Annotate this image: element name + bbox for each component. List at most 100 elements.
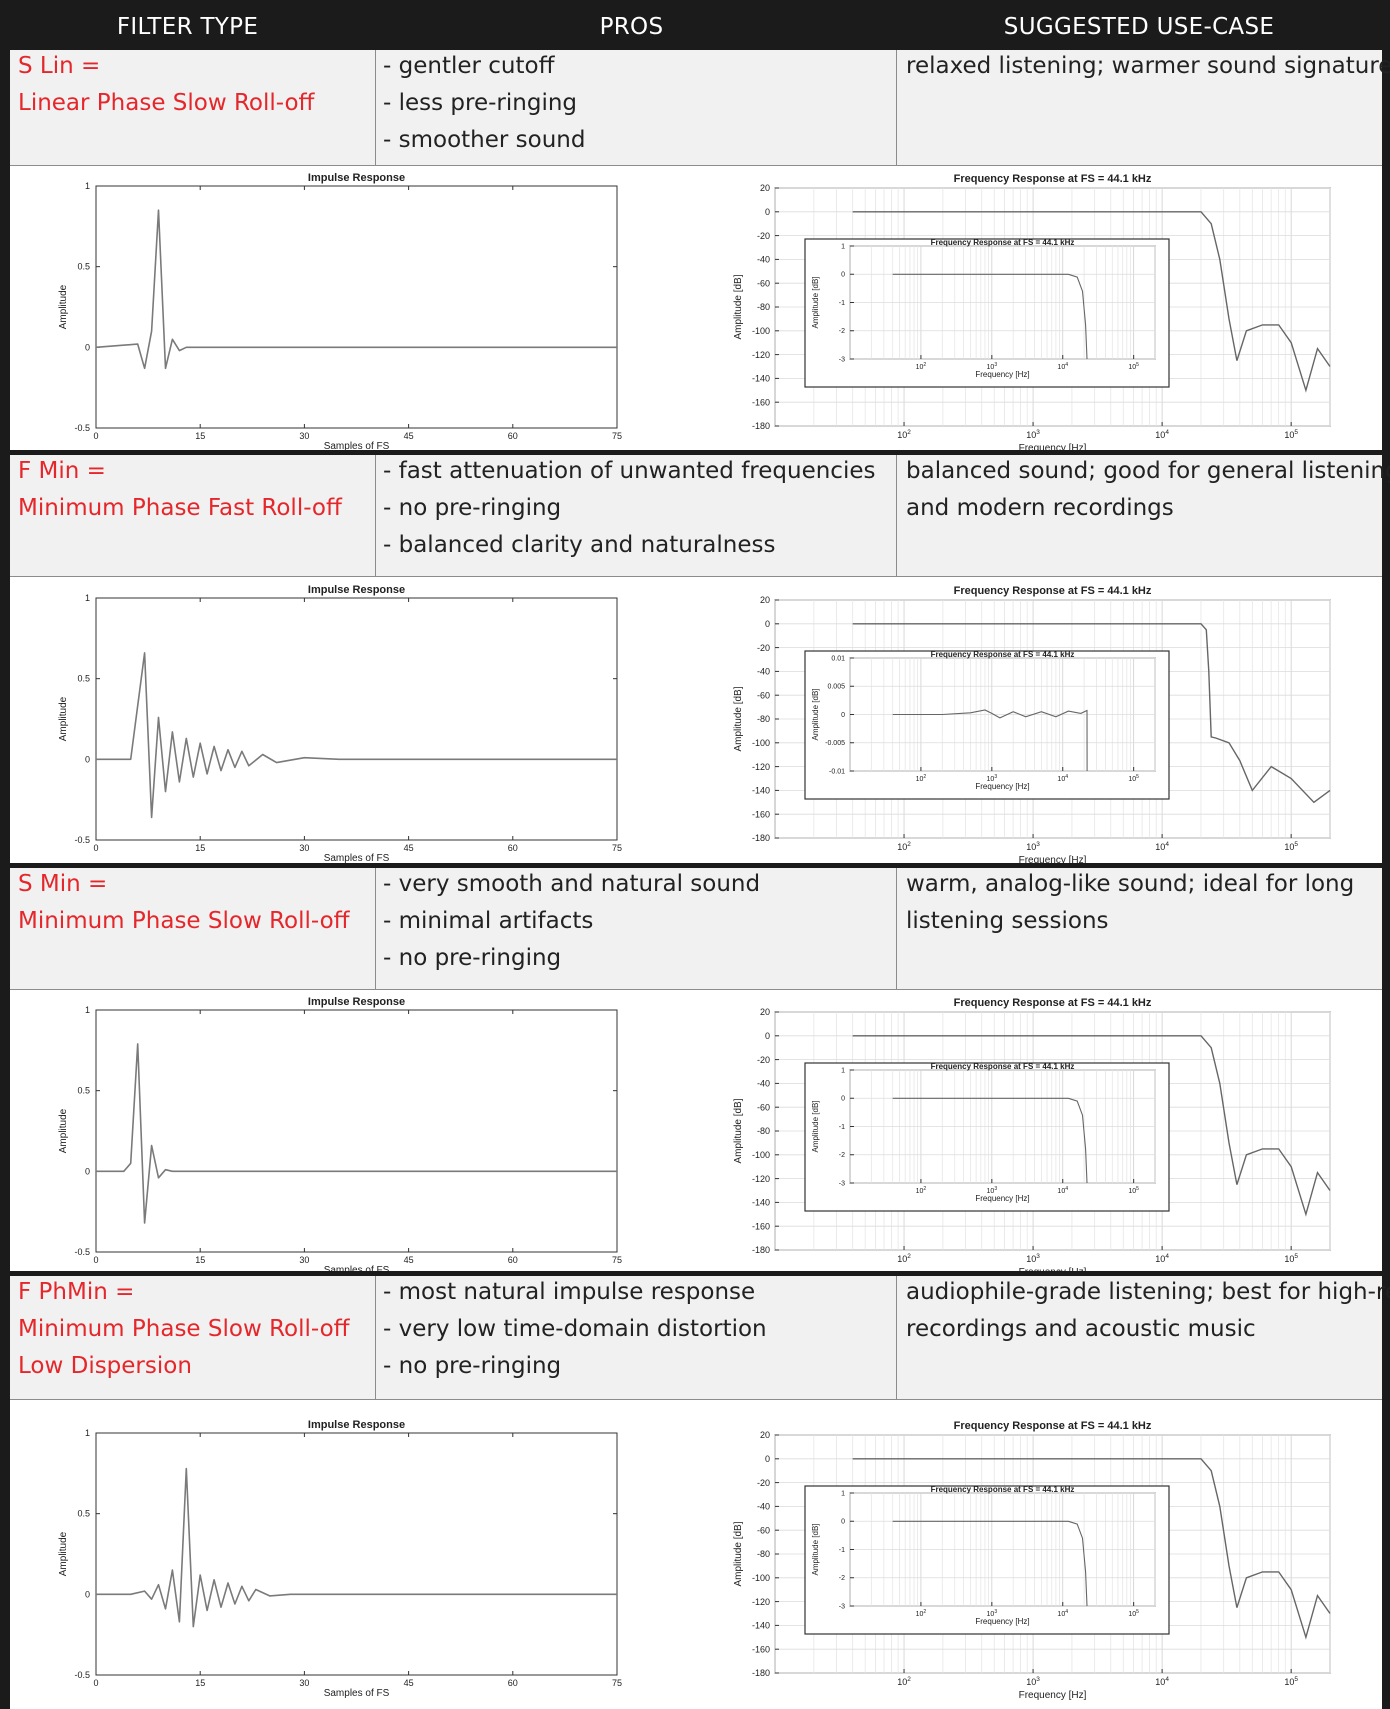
y-tick-label: 0.5 [77, 1509, 90, 1519]
filter-type-line: S Min = [18, 871, 108, 897]
chart-title: Impulse Response [308, 1419, 405, 1431]
pros-line: - smoother sound [383, 127, 586, 153]
x-tick-label: 103 [1026, 429, 1040, 440]
x-tick-label: 105 [1128, 774, 1139, 783]
y-tick-label: -160 [752, 397, 770, 407]
y-tick-label: -100 [752, 738, 770, 748]
frequency-series-line [852, 1035, 1331, 1217]
x-tick-label: 15 [195, 1255, 205, 1265]
column-divider [896, 868, 897, 990]
y-tick-label: -180 [752, 833, 770, 843]
y-tick-label: -2 [839, 1152, 845, 1159]
x-tick-label: 75 [612, 431, 622, 441]
inset-chart: 102 103 104 105 -3 -2 -1 0 1 Frequency Response a… [804, 238, 1170, 388]
use-case-line: listening sessions [906, 908, 1109, 934]
y-tick-label: -60 [757, 1525, 770, 1535]
y-tick-label: -0.5 [74, 1247, 90, 1257]
y-tick-label: -180 [752, 1245, 770, 1255]
x-tick-label: 104 [1057, 774, 1068, 783]
inset-title: Frequency Response at FS = 44.1 kHz [931, 650, 1075, 659]
chart-title: Impulse Response [308, 172, 405, 184]
x-tick-label: 102 [897, 429, 911, 440]
x-tick-label: 102 [916, 1186, 927, 1195]
x-tick-label: 104 [1155, 1253, 1169, 1264]
left-border [0, 50, 10, 1709]
y-tick-label: -100 [752, 1573, 770, 1583]
chart-title: Impulse Response [308, 584, 405, 596]
pros-line: - less pre-ringing [383, 90, 578, 116]
chart-row: Impulse Response 0 15 30 45 60 75 -0.5 0 0.5 1 Samp… [10, 577, 1382, 863]
x-tick-label: 0 [93, 843, 98, 853]
chart-title: Impulse Response [308, 996, 405, 1008]
impulse-series-line [95, 209, 617, 370]
y-tick-label: -40 [757, 667, 770, 677]
frequency-series-line [852, 623, 1331, 804]
inset-title: Frequency Response at FS = 44.1 kHz [931, 1062, 1075, 1071]
column-divider [375, 868, 376, 990]
x-tick-label: 103 [987, 362, 998, 371]
y-tick-label: 0 [85, 1589, 90, 1599]
y-tick-label: -40 [757, 1079, 770, 1089]
y-tick-label: -160 [752, 1221, 770, 1231]
x-tick-label: 105 [1284, 1676, 1298, 1687]
y-tick-label: 0.5 [77, 674, 90, 684]
x-tick-label: 103 [987, 1609, 998, 1618]
y-tick-label: -3 [839, 1603, 845, 1610]
column-divider [896, 455, 897, 577]
x-tick-label: 105 [1284, 841, 1298, 852]
y-tick-label: 20 [760, 1007, 770, 1017]
use-case-line: recordings and acoustic music [906, 1316, 1256, 1342]
y-tick-label: -40 [757, 255, 770, 265]
inset-y-axis-label: Amplitude [dB] [811, 1523, 820, 1575]
x-tick-label: 102 [897, 1676, 911, 1687]
y-tick-label: 1 [841, 243, 845, 250]
plot-frame [95, 597, 618, 841]
x-tick-label: 60 [508, 431, 518, 441]
section-separator [0, 863, 1390, 868]
y-tick-label: 0 [85, 342, 90, 352]
pros-line: - gentler cutoff [383, 53, 555, 79]
y-tick-label: -0.5 [74, 835, 90, 845]
section-separator [0, 1271, 1390, 1276]
inset-series-line [892, 273, 1088, 360]
y-tick-label: -60 [757, 690, 770, 700]
x-tick-label: 102 [897, 1253, 911, 1264]
y-tick-label: -80 [757, 1549, 770, 1559]
y-tick-label: -100 [752, 326, 770, 336]
inset-chart: 102 103 104 105 -0.01 -0.005 0 0.005 0.01 Frequen… [804, 650, 1170, 800]
y-tick-label: 20 [760, 1430, 770, 1440]
y-tick-label: -20 [757, 231, 770, 241]
chart-title: Frequency Response at FS = 44.1 kHz [954, 173, 1152, 185]
y-axis-label: Amplitude [dB] [733, 686, 744, 751]
x-tick-label: 103 [1026, 841, 1040, 852]
y-tick-label: 0.5 [77, 1086, 90, 1096]
y-tick-label: 20 [760, 183, 770, 193]
y-tick-label: 0 [841, 712, 845, 719]
filter-type-cell: F PhMin = Minimum Phase Slow Roll-off Low … [10, 1276, 375, 1400]
y-tick-label: -140 [752, 1621, 770, 1631]
column-divider [375, 50, 376, 166]
y-axis-label: Amplitude [dB] [733, 274, 744, 339]
inset-x-axis-label: Frequency [Hz] [975, 1617, 1029, 1626]
frequency-series-line [852, 1458, 1331, 1640]
inset-y-axis-label: Amplitude [dB] [811, 276, 820, 328]
x-tick-label: 60 [508, 1678, 518, 1688]
y-tick-label: 1 [841, 1490, 845, 1497]
y-tick-label: 1 [85, 1428, 90, 1438]
header-pros: PROS [599, 14, 664, 40]
y-tick-label: -1 [839, 1124, 845, 1131]
y-tick-label: -40 [757, 1502, 770, 1512]
inset-title: Frequency Response at FS = 44.1 kHz [931, 1485, 1075, 1494]
column-divider [896, 1276, 897, 1400]
x-tick-label: 0 [93, 1255, 98, 1265]
row-divider [10, 989, 1382, 990]
y-tick-label: 20 [760, 595, 770, 605]
x-tick-label: 15 [195, 1678, 205, 1688]
y-tick-label: -60 [757, 1102, 770, 1112]
pros-line: - fast attenuation of unwanted frequenci… [383, 458, 876, 484]
y-axis-label: Amplitude [dB] [733, 1521, 744, 1586]
x-tick-label: 60 [508, 1255, 518, 1265]
x-tick-label: 75 [612, 843, 622, 853]
